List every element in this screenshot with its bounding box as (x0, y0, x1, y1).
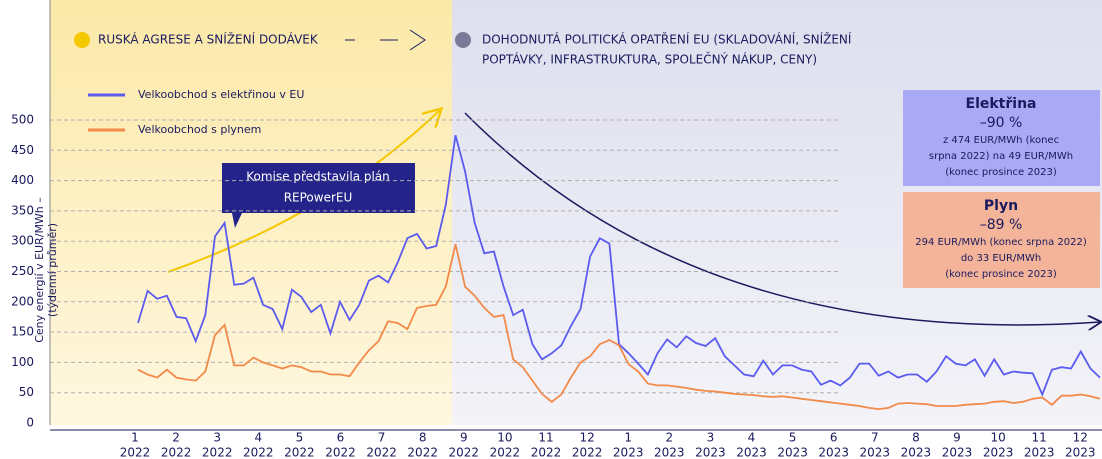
x-tick-label: 2023 (818, 446, 849, 459)
x-tick-label: 6 (337, 431, 345, 445)
x-tick-label: 2022 (449, 446, 480, 459)
info-box (903, 90, 1100, 186)
info-line: srpna 2022) na 49 EUR/MWh (929, 151, 1073, 162)
x-tick-label: 2023 (654, 446, 685, 459)
x-tick-label: 9 (953, 431, 961, 445)
info-line: (konec prosince 2023) (945, 269, 1057, 280)
annotation: Komise představila plán (246, 170, 390, 184)
x-tick-label: 2022 (243, 446, 274, 459)
phase-arrow (345, 29, 426, 51)
x-tick-label: 2022 (202, 446, 233, 459)
x-tick-label: 12 (1073, 431, 1088, 445)
info-line: do 33 EUR/MWh (961, 253, 1041, 264)
phase-dot (455, 32, 471, 48)
info-line: 294 EUR/MWh (konec srpna 2022) (915, 237, 1087, 248)
y-tick-label: 400 (11, 173, 34, 187)
x-tick-label: 5 (296, 431, 304, 445)
info-line: z 474 EUR/MWh (konec (943, 135, 1059, 146)
x-tick-label: 1 (131, 431, 139, 445)
y-tick-label: 350 (11, 203, 34, 217)
x-tick-label: 2 (665, 431, 673, 445)
x-tick-label: 2023 (1024, 446, 1055, 459)
x-tick-label: 2022 (366, 446, 397, 459)
x-tick-label: 3 (213, 431, 221, 445)
x-tick-label: 2022 (490, 446, 521, 459)
x-tick-label: 7 (378, 431, 386, 445)
info-line: (konec prosince 2023) (945, 167, 1057, 178)
x-tick-label: 10 (497, 431, 512, 445)
series-line (137, 243, 1101, 411)
y-tick-label: 150 (11, 325, 34, 339)
x-tick-label: 2023 (983, 446, 1014, 459)
x-tick-label: 2022 (572, 446, 603, 459)
x-tick-label: 5 (789, 431, 797, 445)
info-change: –90 % (980, 115, 1023, 131)
x-tick-label: 4 (748, 431, 756, 445)
x-tick-label: 2022 (407, 446, 438, 459)
info-title: Elektřina (966, 96, 1037, 112)
x-tick-label: 2023 (695, 446, 726, 459)
x-tick-label: 2023 (777, 446, 808, 459)
x-tick-label: 1 (624, 431, 632, 445)
y-tick-label: 100 (11, 355, 34, 369)
annotation-box (222, 163, 415, 228)
info-change: –89 % (980, 217, 1023, 233)
x-tick-label: 4 (254, 431, 262, 445)
phase-title: POPTÁVKY, INFRASTRUKTURA, SPOLEČNÝ NÁKUP… (482, 52, 817, 67)
x-tick-label: 2022 (531, 446, 562, 459)
x-tick-label: 2023 (901, 446, 932, 459)
y-tick-label: 450 (11, 143, 34, 157)
x-tick-label: 3 (707, 431, 715, 445)
x-tick-label: 8 (419, 431, 427, 445)
y-tick-label: 50 (19, 385, 34, 399)
x-tick-label: 9 (460, 431, 468, 445)
trend-arrow (464, 112, 1100, 325)
x-tick-label: 7 (871, 431, 879, 445)
phase-title: RUSKÁ AGRESE A SNÍŽENÍ DODÁVEK (98, 32, 319, 47)
x-tick-label: 2022 (120, 446, 151, 459)
x-tick-label: 2022 (325, 446, 356, 459)
x-tick-label: 2023 (613, 446, 644, 459)
info-box (903, 192, 1100, 288)
x-tick-label: 11 (538, 431, 553, 445)
x-tick-label: 2 (172, 431, 180, 445)
y-label: Ceny energií v EUR/MWh – (týdenní průměr… (33, 197, 59, 343)
x-tick-label: 10 (990, 431, 1005, 445)
phase-title: DOHODNUTÁ POLITICKÁ OPATŘENÍ EU (SKLADOV… (482, 32, 852, 47)
series-line (137, 134, 1101, 397)
legend-label: Velkoobchod s plynem (138, 123, 261, 136)
phase-dot (74, 32, 90, 48)
x-tick-label: 2022 (284, 446, 315, 459)
y-tick-label: 0 (26, 416, 34, 430)
annotation: REPowerEU (284, 191, 353, 205)
y-label-line: Ceny energií v EUR/MWh – (33, 197, 46, 343)
x-tick-label: 12 (579, 431, 594, 445)
legend-label: Velkoobchod s elektřinou v EU (138, 88, 304, 101)
y-tick-label: 500 (11, 113, 34, 127)
y-tick-label: 200 (11, 294, 34, 308)
info-title: Plyn (984, 198, 1018, 214)
x-tick-label: 8 (912, 431, 920, 445)
x-tick-label: 2023 (860, 446, 891, 459)
x-tick-label: 2023 (1065, 446, 1096, 459)
y-tick-label: 300 (11, 234, 34, 248)
x-tick-label: 6 (830, 431, 838, 445)
y-label-line: (týdenní průměr) (46, 223, 59, 317)
x-tick-label: 2022 (161, 446, 192, 459)
x-tick-label: 2023 (942, 446, 973, 459)
x-tick-label: 11 (1032, 431, 1047, 445)
y-tick-label: 250 (11, 264, 34, 278)
x-tick-label: 2023 (736, 446, 767, 459)
